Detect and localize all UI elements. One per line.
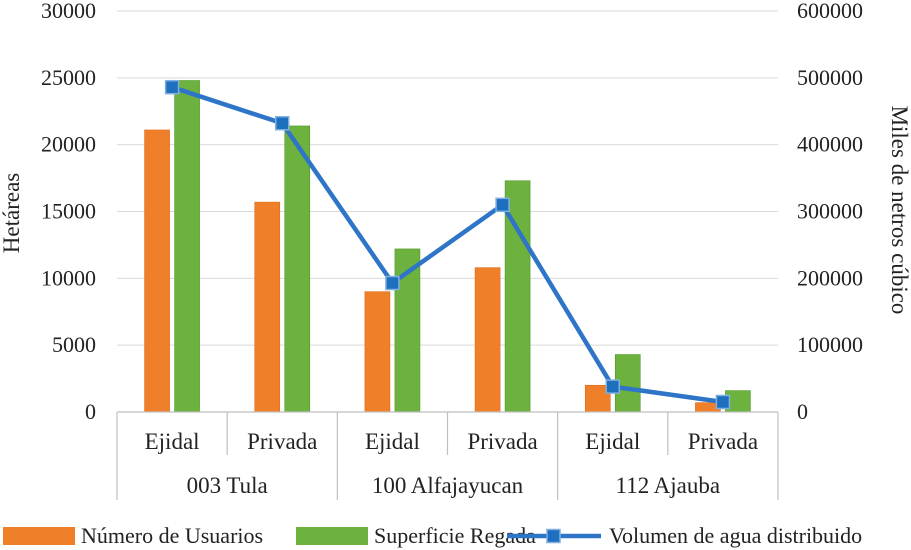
volumen-marker-4 [605, 379, 620, 394]
x-category-label-2: Ejidal [365, 429, 420, 454]
y-tick-label-5: 25000 [41, 65, 96, 90]
legend-swatch-usuarios [3, 527, 75, 545]
y2-tick-label-4: 400000 [797, 132, 863, 157]
y2-tick-label-1: 100000 [797, 332, 863, 357]
x-axis-categories: Ejidal Privada Ejidal Privada Ejidal Privada 0… [145, 429, 758, 498]
volumen-marker-5 [715, 394, 731, 410]
y-tick-label-0: 0 [85, 399, 96, 424]
bar-series [144, 80, 751, 413]
y2-tick-label-2: 200000 [797, 265, 863, 290]
volumen-line [171, 85, 724, 405]
bar-superficie-1 [284, 125, 311, 413]
line-series [164, 79, 731, 410]
y2-tick-label-0: 0 [797, 399, 808, 424]
y-tick-label-4: 20000 [41, 132, 96, 157]
x-group-label-2: 112 Ajauba [616, 473, 721, 498]
x-group-label-1: 100 Alfajayucan [372, 473, 524, 498]
x-category-label-1: Privada [247, 429, 317, 454]
x-category-label-5: Privada [688, 429, 758, 454]
left-axis-ticks: 0 5000 10000 15000 20000 25000 30000 [41, 0, 96, 424]
y2-tick-label-3: 300000 [797, 199, 863, 224]
bar-superficie-0 [174, 80, 200, 413]
x-category-label-3: Privada [467, 429, 537, 454]
y2-tick-label-6: 600000 [797, 0, 863, 23]
x-group-label-0: 003 Tula [187, 473, 268, 498]
bar-usuarios-1 [254, 201, 281, 413]
y2-axis-label: Miles de netros cúbico [887, 106, 911, 315]
legend-label-volumen: Volumen de agua distribuido [609, 523, 862, 548]
y-tick-label-2: 10000 [41, 265, 96, 290]
bar-usuarios-3 [474, 267, 501, 413]
x-category-label-4: Ejidal [585, 429, 640, 454]
volumen-marker-2 [385, 275, 400, 291]
right-axis-ticks: 0 100000 200000 300000 400000 500000 600000 [797, 0, 863, 424]
axes [116, 411, 779, 500]
volumen-marker-0 [164, 79, 180, 95]
legend-label-usuarios: Número de Usuarios [81, 523, 263, 548]
y-tick-label-3: 15000 [41, 199, 96, 224]
bar-usuarios-2 [364, 291, 391, 413]
y-axis-label: Hetáreas [0, 173, 24, 253]
y-tick-label-6: 30000 [41, 0, 96, 23]
y2-tick-label-5: 500000 [797, 65, 863, 90]
x-category-label-0: Ejidal [145, 429, 200, 454]
volumen-marker-1 [275, 116, 290, 131]
legend-swatch-superficie [296, 527, 368, 545]
legend: Número de Usuarios Superficie Regada Volum… [3, 523, 862, 548]
gridlines [117, 10, 778, 413]
legend-marker-volumen [546, 528, 561, 544]
bar-usuarios-0 [144, 129, 170, 413]
y-tick-label-1: 5000 [52, 332, 96, 357]
volumen-marker-3 [495, 197, 510, 213]
